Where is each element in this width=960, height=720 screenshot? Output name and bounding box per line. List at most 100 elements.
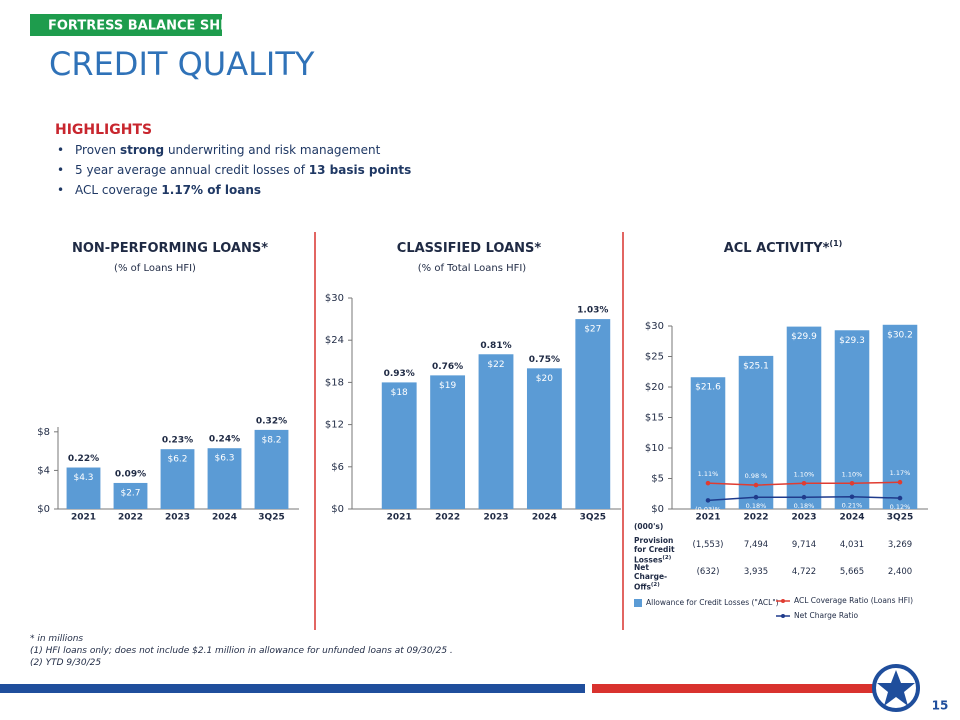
legend-swatch [634,599,642,607]
table-cell: 7,494 [743,540,769,550]
footer-stripe [0,684,585,693]
y-tick-label: $25 [645,352,664,363]
y-tick-label: $30 [645,321,664,332]
data-label: 0.12% [890,503,911,511]
chart-title-text: CLASSIFIED LOANS* [397,241,542,256]
y-tick-label: $0 [331,504,344,515]
x-tick-label: 2023 [483,513,508,523]
page-number: 15 [932,699,949,713]
x-tick-label: 2022 [435,513,460,523]
data-label: 0.18% [746,502,767,510]
bar [381,382,417,509]
bar-value-label: $21.6 [695,383,721,393]
line-marker [705,480,711,486]
highlight-text: 1.17% of loans [161,183,261,197]
highlight-text: 13 basis points [308,163,412,177]
data-label: 0.98 % [745,472,768,480]
bar-value-label: $25.1 [743,361,769,371]
ratio-label: 0.93% [384,369,415,379]
bar-value-label: $29.9 [791,332,817,342]
bar-value-label: $18 [391,388,408,398]
bar [690,377,726,509]
line-marker [801,494,807,500]
bar [66,467,101,509]
highlight-text: Proven [75,143,120,157]
ratio-label: 0.22% [68,454,99,464]
line-marker [801,480,807,486]
bar-value-label: $4.3 [73,473,93,483]
data-label: 1.17% [890,469,911,477]
data-label: 0.21% [842,502,863,510]
x-tick-label: 2021 [71,513,96,523]
ratio-label: 0.23% [162,436,193,446]
line-marker [705,498,711,503]
y-tick-label: $6 [331,462,344,473]
y-tick-label: $30 [325,293,344,304]
bar-value-label: $6.3 [214,454,234,464]
x-tick-label: 2023 [791,513,816,523]
line-marker [897,479,903,485]
x-tick-label: 3Q25 [887,513,913,523]
bar-value-label: $30.2 [887,330,913,340]
bar-value-label: $27 [584,325,601,335]
data-label: 1.10% [842,470,863,478]
y-tick-label: $10 [645,443,664,454]
footnote: (2) YTD 9/30/25 [30,658,102,668]
table-cell: (632) [696,567,720,577]
bar [478,354,514,509]
legend-label: Net Charge Ratio [794,611,859,620]
data-label: (0.03)% [695,505,721,513]
highlight-item: ACL coverage 1.17% of loans [55,183,411,203]
y-tick-label: $5 [651,474,664,485]
y-tick-label: $4 [37,465,50,476]
y-tick-label: $12 [325,420,344,431]
bar-value-label: $22 [487,360,504,370]
slide-title: CREDIT QUALITY [49,45,315,83]
table-cell: 9,714 [791,540,817,550]
footnote: (1) HFI loans only; does not include $2.… [30,646,453,656]
highlight-item: 5 year average annual credit losses of 1… [55,163,411,183]
bar [834,330,870,509]
table-cell: 3,935 [743,567,769,577]
bar [207,448,242,509]
table-row-note: (2) [662,555,672,561]
bar [430,375,466,509]
bar [526,368,562,509]
line-marker [849,494,855,500]
chart-title-note: (1) [829,239,842,248]
ratio-label: 0.81% [480,341,511,351]
table-row-label-text: Provision for Credit Losses [634,536,675,565]
x-tick-label: 2021 [695,513,720,523]
logo-star [877,670,915,706]
legend-label: Allowance for Credit Losses ("ACL") [646,598,779,607]
chart-title: CLASSIFIED LOANS* [397,241,542,256]
x-tick-label: 3Q25 [258,513,284,523]
bar-value-label: $19 [439,381,456,391]
y-tick-label: $15 [645,413,664,424]
legend-marker [781,614,785,618]
chart-title: ACL ACTIVITY*(1) [724,239,843,256]
chart-title-text: ACL ACTIVITY* [724,241,830,256]
table-row-note: (2) [650,582,660,588]
highlight-text: 5 year average annual credit losses of [75,163,309,177]
data-label: 1.10% [794,470,815,478]
bar [575,319,611,509]
section-tag [30,14,222,36]
highlight-item: Proven strong underwriting and risk mana… [55,143,411,163]
table-row-label: Net Charge-Offs(2) [634,563,682,592]
x-tick-label: 2022 [743,513,768,523]
ratio-label: 0.32% [256,416,287,426]
table-cell: (1,553) [692,540,724,550]
x-tick-label: 3Q25 [580,513,606,523]
table-cell: 4,722 [791,567,817,577]
y-tick-label: $18 [325,377,344,388]
ratio-label: 0.09% [115,469,146,479]
ratio-label: 0.76% [432,362,463,372]
ratio-label: 1.03% [577,306,608,316]
bar-value-label: $20 [536,374,553,384]
legend-label: ACL Coverage Ratio (Loans HFI) [794,596,913,605]
bar [160,449,195,509]
bar-value-label: $29.3 [839,336,865,346]
